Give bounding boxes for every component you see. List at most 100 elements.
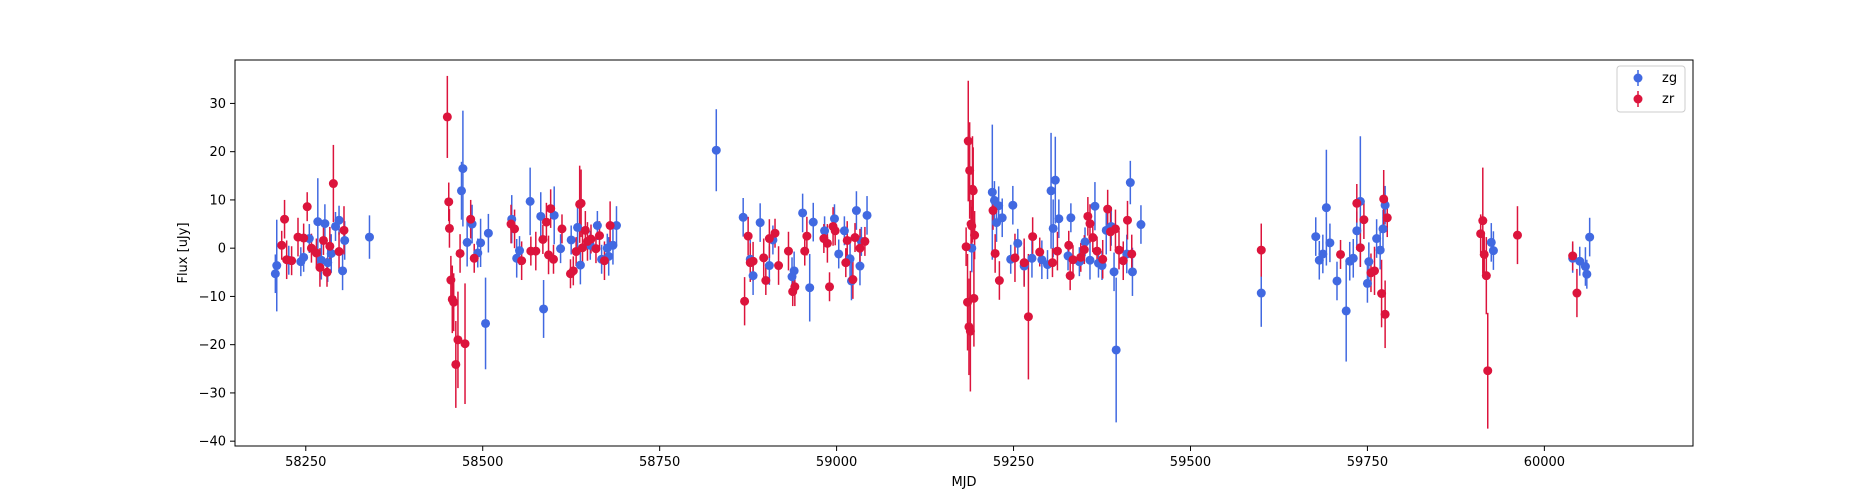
y-tick-label: 0: [218, 242, 226, 257]
x-tick-label: 58250: [285, 455, 326, 470]
point-zr: [531, 246, 541, 256]
point-zg: [476, 238, 486, 248]
point-zg: [334, 215, 344, 225]
point-zr: [548, 254, 558, 264]
point-zr: [965, 326, 975, 336]
y-tick-label: −40: [199, 435, 226, 450]
point-zg: [566, 235, 576, 245]
point-zr: [455, 248, 465, 258]
point-zr: [299, 233, 309, 243]
point-zr: [460, 339, 470, 349]
y-tick-label: 10: [209, 193, 226, 208]
point-zg: [1364, 257, 1374, 267]
point-zr: [759, 253, 769, 263]
point-zg: [458, 164, 468, 174]
point-zr: [451, 359, 461, 369]
point-zr: [1127, 249, 1137, 259]
point-zr: [449, 297, 459, 307]
point-zr: [1572, 288, 1582, 298]
point-zg: [738, 212, 748, 222]
point-zg: [1008, 200, 1018, 210]
point-zg: [711, 145, 721, 155]
point-zg: [987, 187, 997, 197]
point-zg: [1256, 288, 1266, 298]
point-zg: [1372, 234, 1382, 244]
point-zg: [1090, 201, 1100, 211]
x-tick-label: 60000: [1524, 455, 1565, 470]
point-zr: [748, 256, 758, 266]
plot-frame: [234, 59, 1694, 447]
point-zr: [1256, 245, 1266, 255]
point-zr: [595, 231, 604, 241]
point-zg: [839, 226, 849, 236]
point-zr: [546, 204, 556, 214]
point-zr: [1010, 253, 1020, 263]
point-zr: [315, 262, 325, 272]
point-zr: [1035, 247, 1045, 257]
point-zr: [774, 261, 784, 271]
point-zr: [1483, 366, 1493, 376]
point-zr: [1047, 258, 1057, 268]
y-tick-label: −10: [199, 290, 226, 305]
point-zg: [1125, 178, 1135, 188]
point-zr: [311, 248, 321, 258]
point-zr: [970, 230, 980, 240]
point-zg: [483, 228, 493, 238]
point-zg: [539, 304, 549, 314]
point-zr: [968, 186, 978, 196]
point-zg: [834, 249, 844, 259]
point-zr: [325, 241, 335, 251]
point-zr: [1512, 230, 1522, 240]
point-zg: [573, 222, 583, 232]
y-tick-label: 30: [209, 97, 226, 112]
point-zr: [800, 246, 810, 256]
point-zr: [1023, 312, 1033, 322]
point-zr: [1122, 215, 1132, 225]
point-zr: [1478, 216, 1488, 226]
point-zr: [1103, 204, 1113, 214]
point-zr: [1110, 224, 1120, 234]
point-zr: [538, 234, 548, 244]
point-zr: [740, 296, 750, 306]
point-zr: [967, 221, 977, 231]
point-zg: [855, 261, 865, 271]
point-zr: [469, 253, 479, 263]
point-zg: [1341, 306, 1351, 316]
point-zr: [318, 235, 328, 245]
point-zr: [1380, 309, 1390, 319]
point-zr: [444, 197, 454, 207]
point-zg: [1127, 267, 1137, 277]
point-zg: [1054, 214, 1064, 224]
point-zr: [1052, 246, 1062, 256]
point-zg: [829, 214, 839, 224]
point-zr: [1481, 271, 1491, 281]
point-zg: [611, 220, 621, 230]
point-zr: [764, 234, 774, 244]
point-zr: [825, 282, 835, 292]
point-zg: [536, 211, 546, 221]
point-zg: [299, 252, 309, 262]
point-zg: [364, 232, 374, 242]
point-zr: [1379, 194, 1389, 204]
point-zg: [1048, 223, 1058, 233]
point-zr: [965, 165, 975, 175]
point-zr: [1359, 215, 1369, 225]
point-zg: [1488, 246, 1498, 256]
point-zg: [1378, 224, 1388, 234]
point-zg: [1352, 226, 1362, 236]
point-zr: [1336, 249, 1346, 259]
point-zr: [1568, 251, 1578, 261]
point-zr: [988, 206, 998, 216]
point-zr: [580, 225, 590, 235]
point-zr: [1079, 245, 1089, 255]
point-zg: [1362, 278, 1372, 288]
point-zg: [1080, 237, 1090, 247]
point-zr: [568, 266, 578, 276]
point-zg: [556, 244, 566, 254]
legend-zr-marker: [1633, 94, 1643, 104]
point-zr: [1083, 211, 1093, 221]
legend-zr-label: zr: [1662, 92, 1675, 107]
point-zg: [1050, 175, 1060, 185]
point-zr: [969, 293, 979, 303]
